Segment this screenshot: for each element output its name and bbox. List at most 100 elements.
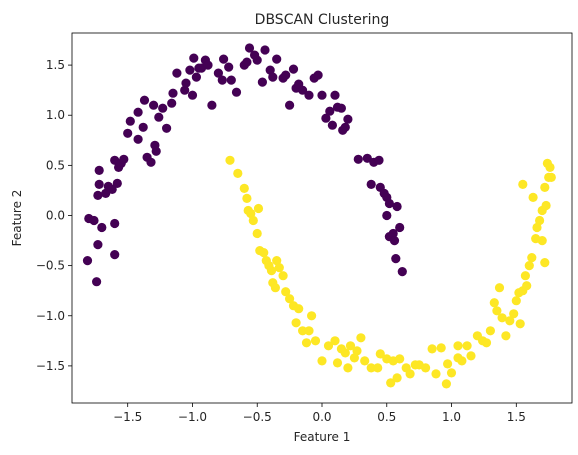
data-point: [317, 90, 327, 100]
data-point: [391, 254, 401, 264]
data-point: [349, 353, 359, 363]
data-point: [405, 369, 415, 379]
data-point: [301, 338, 312, 348]
data-point: [270, 283, 280, 293]
data-point: [146, 157, 156, 167]
data-point: [388, 228, 398, 239]
data-point: [149, 100, 159, 110]
data-point: [321, 113, 331, 123]
chart-title: DBSCAN Clustering: [255, 12, 390, 28]
x-axis-label: Feature 1: [294, 430, 351, 444]
data-point: [340, 122, 350, 132]
y-axis-label: Feature 2: [10, 190, 24, 247]
data-point: [139, 95, 150, 105]
data-point: [107, 184, 117, 194]
data-point: [110, 218, 120, 229]
data-point: [453, 353, 463, 363]
data-point: [285, 294, 295, 304]
x-tick-label: −0.5: [243, 410, 272, 424]
data-point: [278, 271, 288, 281]
data-point: [373, 363, 383, 373]
data-point: [389, 236, 400, 246]
y-tick-label: −1.5: [36, 359, 65, 373]
data-point: [374, 155, 384, 165]
data-point: [366, 363, 376, 373]
data-point: [546, 172, 556, 182]
data-point: [441, 379, 451, 389]
data-point: [313, 70, 323, 80]
y-tick-label: 1.5: [46, 58, 65, 72]
data-point: [265, 65, 275, 75]
data-point: [167, 98, 177, 108]
data-point: [421, 363, 431, 373]
points-layer: [82, 43, 556, 389]
x-tick-label: 1.5: [507, 410, 526, 424]
data-point: [528, 192, 538, 202]
data-point: [226, 75, 236, 85]
data-point: [97, 222, 107, 233]
data-point: [317, 356, 327, 366]
data-point: [436, 343, 446, 353]
data-point: [518, 179, 528, 189]
data-point: [375, 349, 385, 359]
data-point: [110, 250, 120, 260]
data-point: [511, 296, 521, 306]
data-point: [225, 155, 235, 165]
data-point: [162, 123, 172, 133]
data-point: [181, 78, 191, 88]
data-point: [343, 363, 353, 373]
data-point: [489, 298, 499, 308]
data-point: [168, 88, 178, 98]
data-point: [304, 326, 314, 336]
data-point: [158, 103, 168, 113]
data-point: [260, 45, 270, 55]
data-point: [133, 107, 143, 117]
y-tick-label: −0.5: [36, 259, 65, 273]
data-point: [325, 106, 335, 116]
data-point: [123, 128, 133, 138]
data-point: [82, 256, 93, 266]
data-point: [392, 201, 402, 212]
data-point: [304, 90, 314, 100]
y-tick-label: 0.5: [46, 158, 65, 172]
data-point: [505, 316, 515, 326]
data-point: [453, 341, 463, 351]
data-point: [268, 72, 278, 82]
data-point: [545, 162, 555, 172]
data-point: [352, 346, 362, 356]
data-point: [133, 134, 143, 144]
data-point: [294, 304, 304, 314]
data-point: [185, 65, 195, 75]
data-point: [125, 116, 135, 126]
data-point: [541, 200, 551, 211]
x-tick-label: 0.5: [377, 410, 396, 424]
x-tick-label: 1.0: [442, 410, 461, 424]
data-point: [520, 271, 531, 281]
data-point: [494, 283, 505, 293]
data-point: [485, 326, 495, 336]
data-point: [213, 68, 223, 78]
plot-frame: [71, 32, 573, 404]
data-point: [253, 203, 264, 214]
data-point: [272, 256, 282, 266]
data-point: [259, 248, 269, 258]
data-point: [522, 281, 532, 291]
data-point: [242, 57, 252, 67]
data-point: [298, 85, 308, 95]
x-tick-label: −1.0: [178, 410, 207, 424]
x-tick-label: −1.5: [113, 410, 142, 424]
data-point: [94, 165, 104, 175]
data-point: [332, 358, 343, 368]
data-point: [360, 356, 370, 366]
data-point: [330, 336, 340, 346]
data-point: [272, 54, 282, 64]
data-point: [189, 53, 199, 63]
data-point: [481, 338, 492, 348]
data-point: [443, 359, 453, 369]
data-point: [233, 168, 243, 178]
data-point: [242, 193, 252, 203]
data-point: [231, 87, 242, 97]
data-point: [112, 178, 122, 188]
data-point: [532, 222, 542, 233]
